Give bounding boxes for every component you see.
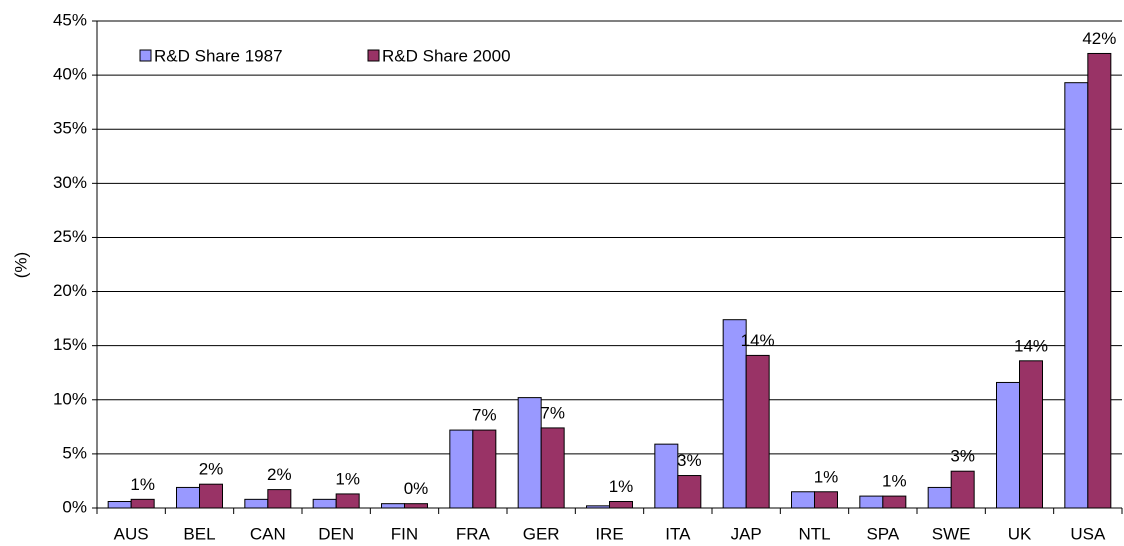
bar bbox=[381, 503, 405, 509]
x-tick-label: BEL bbox=[183, 524, 215, 543]
bar bbox=[882, 495, 907, 509]
x-tick-label: FIN bbox=[391, 524, 418, 543]
bar bbox=[404, 503, 428, 509]
bar bbox=[745, 354, 770, 509]
data-label: 42% bbox=[1082, 29, 1116, 48]
x-tick-label: IRE bbox=[595, 524, 623, 543]
data-label: 14% bbox=[1014, 336, 1048, 355]
y-tick-label: 20% bbox=[53, 281, 87, 300]
x-tick-label: CAN bbox=[250, 524, 286, 543]
x-tick-label: UK bbox=[1008, 524, 1032, 543]
y-axis-title: (%) bbox=[11, 252, 30, 278]
bar bbox=[814, 491, 838, 509]
data-label: 0% bbox=[404, 479, 429, 498]
x-tick-label: ITA bbox=[665, 524, 691, 543]
data-label: 3% bbox=[950, 447, 975, 466]
bar bbox=[1064, 82, 1089, 509]
data-label: 1% bbox=[609, 477, 634, 496]
x-tick-label: SPA bbox=[866, 524, 899, 543]
legend-box bbox=[130, 40, 580, 74]
bar bbox=[1019, 360, 1043, 509]
data-label: 2% bbox=[199, 460, 224, 479]
y-tick-label: 0% bbox=[62, 497, 87, 516]
bar bbox=[335, 493, 360, 509]
x-tick-label: SWE bbox=[932, 524, 971, 543]
bar bbox=[130, 498, 155, 509]
bar bbox=[472, 429, 497, 509]
bar bbox=[267, 489, 292, 509]
x-tick-label: GER bbox=[523, 524, 560, 543]
bar bbox=[244, 498, 269, 509]
data-label: 2% bbox=[267, 465, 292, 484]
y-tick-label: 25% bbox=[53, 227, 87, 246]
y-tick-label: 40% bbox=[53, 65, 87, 84]
bar bbox=[540, 427, 565, 509]
data-label: 1% bbox=[130, 475, 155, 494]
bar bbox=[107, 501, 132, 509]
bar bbox=[586, 505, 610, 509]
x-tick-label: AUS bbox=[114, 524, 149, 543]
bar bbox=[199, 483, 223, 509]
bar bbox=[517, 397, 542, 509]
bar bbox=[996, 381, 1020, 509]
bar bbox=[654, 443, 679, 509]
bar bbox=[677, 475, 702, 509]
y-tick-label: 5% bbox=[62, 443, 87, 462]
y-tick-label: 15% bbox=[53, 335, 87, 354]
bar bbox=[950, 470, 975, 509]
x-tick-label: JAP bbox=[731, 524, 762, 543]
x-tick-label: USA bbox=[1070, 524, 1106, 543]
bar bbox=[609, 501, 633, 509]
y-tick-label: 10% bbox=[53, 389, 87, 408]
bar bbox=[449, 429, 474, 509]
bar bbox=[312, 498, 337, 509]
y-tick-label: 30% bbox=[53, 173, 87, 192]
data-label: 7% bbox=[540, 403, 565, 422]
bar bbox=[176, 486, 200, 509]
bar bbox=[859, 495, 884, 509]
bar bbox=[927, 486, 952, 509]
legend-swatch bbox=[139, 49, 152, 62]
y-tick-label: 35% bbox=[53, 119, 87, 138]
data-label: 1% bbox=[814, 467, 839, 486]
x-tick-label: DEN bbox=[318, 524, 354, 543]
legend-label: R&D Share 1987 bbox=[154, 46, 283, 65]
data-label: 1% bbox=[335, 469, 360, 488]
bar bbox=[1087, 52, 1112, 509]
legend-swatch bbox=[367, 49, 380, 62]
legend-label: R&D Share 2000 bbox=[382, 46, 511, 65]
x-tick-label: FRA bbox=[456, 524, 491, 543]
y-tick-label: 45% bbox=[53, 10, 87, 29]
data-label: 14% bbox=[741, 331, 775, 350]
x-tick-label: NTL bbox=[798, 524, 830, 543]
bar bbox=[791, 491, 815, 509]
data-label: 3% bbox=[677, 451, 702, 470]
data-label: 1% bbox=[882, 472, 907, 491]
data-label: 7% bbox=[472, 406, 497, 425]
